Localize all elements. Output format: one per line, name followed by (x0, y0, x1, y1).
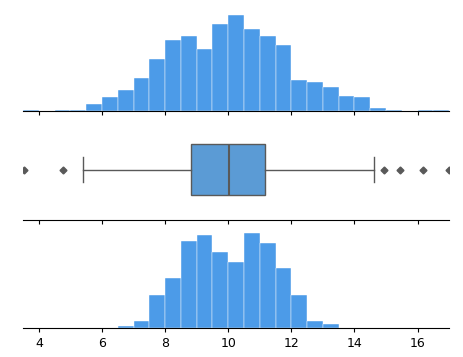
Bar (102, 97, 118, 111)
Bar (86, 104, 102, 111)
Bar (260, 36, 275, 111)
Bar (418, 110, 433, 111)
PathPatch shape (191, 145, 265, 195)
Bar (181, 241, 197, 328)
Bar (355, 97, 370, 111)
Bar (213, 24, 228, 111)
Bar (150, 59, 165, 111)
Bar (228, 15, 244, 111)
Bar (197, 49, 213, 111)
Bar (228, 262, 244, 328)
Bar (244, 29, 260, 111)
Bar (338, 96, 355, 111)
Bar (433, 110, 449, 111)
Bar (23, 110, 39, 111)
Bar (323, 324, 338, 328)
Bar (165, 40, 181, 111)
Bar (197, 236, 213, 328)
Bar (307, 321, 323, 328)
Bar (118, 326, 134, 328)
Bar (386, 110, 402, 111)
Bar (150, 295, 165, 328)
Bar (275, 268, 291, 328)
Bar (260, 242, 275, 328)
Bar (55, 110, 70, 111)
Bar (244, 233, 260, 328)
Bar (134, 78, 150, 111)
Bar (134, 321, 150, 328)
Bar (291, 295, 307, 328)
Bar (181, 36, 197, 111)
Bar (275, 45, 291, 111)
Bar (323, 87, 338, 111)
Bar (291, 80, 307, 111)
Bar (370, 108, 386, 111)
Bar (70, 110, 86, 111)
Bar (165, 278, 181, 328)
Bar (307, 82, 323, 111)
Bar (213, 252, 228, 328)
Bar (118, 90, 134, 111)
